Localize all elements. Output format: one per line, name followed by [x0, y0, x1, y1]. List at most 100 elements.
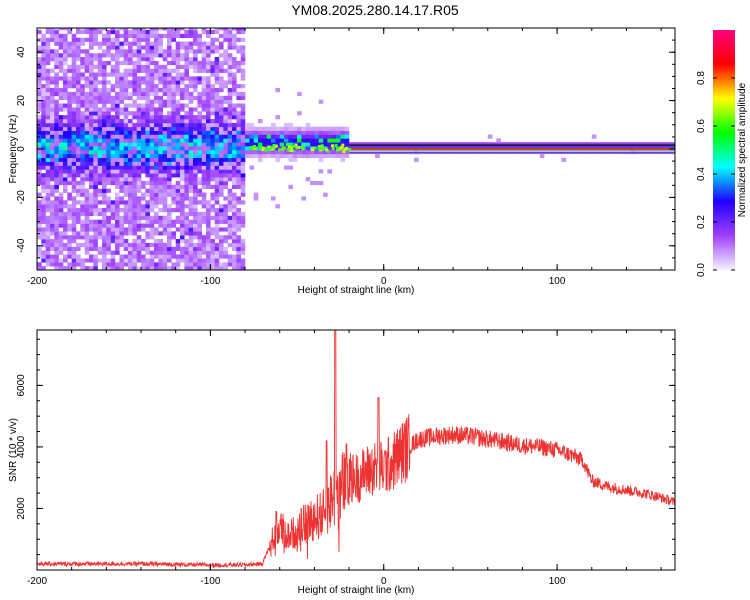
spectrogram-cell: [197, 138, 202, 143]
spectrogram-cell: [154, 68, 159, 73]
spectrogram-cell: [175, 60, 181, 66]
spectrogram-cell: [132, 33, 137, 38]
spectrogram-cell: [128, 33, 133, 38]
spectrogram-cell: [145, 219, 150, 224]
spectrogram-cell: [102, 262, 107, 267]
spectrogram-cell: [37, 235, 42, 240]
spectrogram-cell: [236, 134, 241, 139]
spectrogram-cell: [613, 142, 619, 147]
spectrogram-cell: [119, 134, 124, 139]
spectrogram-cell: [167, 266, 172, 270]
spectrogram-cell: [145, 37, 150, 42]
spectrogram-cell: [513, 150, 519, 155]
spectrogram-cell: [180, 142, 185, 147]
spectrogram-cell: [175, 84, 181, 89]
spectrogram-cell: [89, 239, 94, 244]
spectrogram-cell: [80, 184, 85, 189]
spectrogram-cell: [84, 250, 90, 255]
spectrogram-cell: [422, 150, 428, 155]
spectrogram-cell: [206, 184, 211, 189]
spectrogram-cell: [76, 211, 81, 217]
spectrogram-cell: [132, 130, 137, 135]
spectrogram-cell: [188, 45, 194, 50]
spectrogram-cell: [223, 130, 228, 135]
spectrogram-cell: [288, 165, 293, 170]
spectrogram-cell: [115, 115, 120, 120]
spectrogram-cell: [375, 153, 380, 158]
spectrogram-cell: [128, 29, 133, 35]
spectrogram-cell: [102, 122, 107, 128]
spectrogram-cell: [149, 142, 155, 147]
spectrogram-cell: [219, 142, 224, 147]
spectrogram-cell: [240, 192, 246, 197]
spectrogram-cell: [249, 165, 254, 170]
spectrogram-cell: [45, 53, 51, 58]
spectrogram-cell: [41, 99, 46, 104]
spectrogram-cell: [236, 28, 241, 31]
spectrogram-cell: [240, 266, 246, 270]
spectrogram-cell: [219, 161, 224, 166]
spectrogram-cell: [115, 37, 120, 42]
spectrogram-cell: [600, 142, 606, 147]
spectrogram-cell: [162, 200, 168, 205]
spectrogram-cell: [180, 57, 185, 62]
spectrogram-cell: [197, 262, 202, 267]
spectrogram-cell: [145, 200, 150, 205]
spectrogram-cell: [292, 150, 298, 155]
spectrogram-cell: [201, 246, 207, 251]
spectrogram-cell: [132, 196, 137, 201]
spectrogram-cell: [41, 37, 46, 42]
spectrogram-cell: [89, 227, 94, 232]
spectrogram-cell: [240, 242, 246, 248]
spectrogram-cell: [292, 153, 298, 158]
spectrogram-cell: [180, 95, 185, 100]
spectrogram-cell: [37, 107, 42, 112]
onset-speckle: [289, 146, 293, 150]
spectrogram-cell: [97, 157, 103, 162]
spectrogram-cell: [123, 91, 129, 97]
spectrogram-cell: [115, 53, 120, 58]
spectrogram-cell: [318, 142, 324, 147]
spectrogram-cell: [236, 200, 241, 205]
spectrogram-cell: [145, 60, 150, 66]
spectrogram-cell: [71, 165, 77, 170]
colorbar-label: Normalized spectral amplitude: [737, 82, 748, 217]
spectrogram-cell: [206, 115, 211, 120]
spectrogram-cell: [145, 57, 150, 62]
spectrogram-cell: [50, 227, 55, 232]
spectrogram-cell: [93, 126, 98, 131]
spectrogram-cell: [37, 80, 42, 85]
spectrogram-cell: [167, 119, 172, 124]
spectrogram-cell: [136, 153, 142, 158]
spectrogram-cell: [240, 68, 246, 73]
spectrogram-cell: [149, 192, 155, 197]
spectrogram-cell: [193, 242, 198, 248]
spectrogram-cell: [93, 184, 98, 189]
spectrogram-cell: [106, 146, 111, 151]
spectrogram-cell: [58, 119, 64, 124]
spectrogram-cell: [128, 41, 133, 46]
spectrogram-cell: [71, 196, 77, 201]
spectrogram-cell: [301, 153, 306, 158]
spectrogram-cell: [76, 192, 81, 197]
spectrogram-cell: [93, 161, 98, 166]
spectrogram-cell: [102, 64, 107, 69]
spectrogram-cell: [106, 200, 111, 205]
spectrogram-cell: [149, 80, 155, 85]
spectrogram-cell: [54, 223, 59, 228]
spectrogram-cell: [171, 219, 176, 224]
spectrogram-cell: [63, 57, 68, 62]
spectrogram-cell: [58, 103, 64, 108]
spectrogram-cell: [50, 254, 55, 259]
spectrogram-cell: [76, 122, 81, 128]
spectrogram-cell: [219, 60, 224, 66]
spectrogram-cell: [132, 219, 137, 224]
spectrogram-cell: [158, 122, 163, 128]
spectrogram-cell: [123, 150, 129, 155]
spectrogram-cell: [102, 76, 107, 81]
spectrogram-cell: [145, 266, 150, 270]
spectrogram-cell: [58, 223, 64, 228]
spectrogram-cell: [249, 153, 254, 158]
spectrogram-cell: [184, 223, 189, 228]
x-tick-label: -200: [27, 576, 47, 587]
